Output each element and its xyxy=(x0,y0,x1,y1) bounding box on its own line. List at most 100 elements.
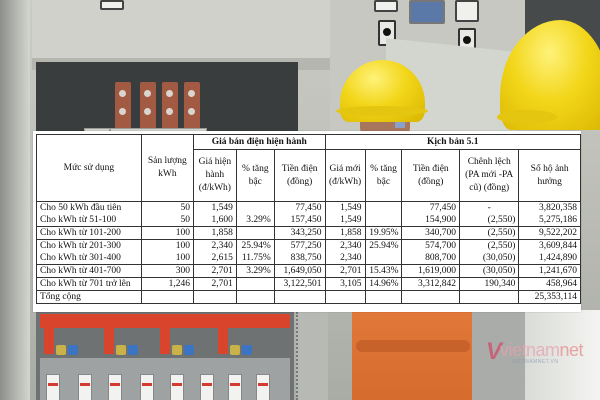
connector-icon xyxy=(116,345,126,355)
cell-output-kwh: 100 xyxy=(140,226,194,240)
header-row-columns: Giá hiện hành (đ/kWh) % tăng bậc Tiền đi… xyxy=(37,149,581,202)
cell-households-affected: 458,964 xyxy=(518,277,581,291)
cell-total-label: Tổng cộng xyxy=(36,290,142,304)
table-row: Cho kWh từ 51-100 50 1,600 3.29% 157,450… xyxy=(36,214,581,227)
cell-current-pct-step xyxy=(235,277,275,291)
cell-empty xyxy=(401,290,461,304)
tariff-table: Mức sử dụng Sản lượng kWh Giá bán điện h… xyxy=(36,134,582,304)
cell-current-price: 1,549 xyxy=(192,201,237,214)
cell-current-price: 2,701 xyxy=(192,264,237,278)
cell-empty xyxy=(459,290,520,304)
connector-icon xyxy=(242,345,252,355)
cell-new-price: 1,549 xyxy=(324,214,366,227)
cell-usage-level: Cho kWh từ 401-700 xyxy=(36,264,142,278)
red-busbar xyxy=(40,314,290,328)
col-difference: Chênh lệch (PA mới -PA cũ) (đồng) xyxy=(459,149,520,202)
cell-empty xyxy=(235,290,275,304)
cell-usage-level: Cho kWh từ 201-300 xyxy=(36,239,142,252)
hard-hat-brim xyxy=(497,110,557,124)
grey-panel xyxy=(470,310,530,400)
cell-current-price: 2,701 xyxy=(192,277,237,291)
cell-difference: (30,050) xyxy=(459,252,520,265)
cell-current-bill: 157,450 xyxy=(273,214,326,227)
cell-new-price: 1,858 xyxy=(324,226,366,240)
meter-icon xyxy=(100,0,124,10)
cell-current-bill: 1,649,050 xyxy=(273,264,326,278)
cell-new-pct-step: 15.43% xyxy=(364,264,403,278)
cell-empty xyxy=(273,290,326,304)
col-current-bill: Tiền điện (đồng) xyxy=(273,149,326,202)
cell-households-affected: 3,609,844 xyxy=(518,239,581,252)
bright-background xyxy=(525,310,600,400)
cell-usage-level: Cho kWh từ 51-100 xyxy=(36,214,142,227)
connector-icon xyxy=(56,345,66,355)
red-busbar-drop xyxy=(160,328,170,354)
cell-new-pct-step: 14.96% xyxy=(364,277,403,291)
circuit-breaker-icon xyxy=(170,374,184,400)
col-current-price: Giá hiện hành (đ/kWh) xyxy=(192,149,237,202)
cell-usage-level: Cho kWh từ 101-200 xyxy=(36,226,142,240)
cell-difference: - xyxy=(459,201,520,214)
cell-output-kwh: 300 xyxy=(140,264,194,278)
cell-difference: 190,340 xyxy=(459,277,520,291)
cell-new-pct-step xyxy=(364,214,403,227)
cell-current-pct-step xyxy=(235,226,275,240)
cell-new-pct-step xyxy=(364,252,403,265)
cell-households-affected: 9,522,202 xyxy=(518,226,581,240)
cell-current-price: 1,600 xyxy=(192,214,237,227)
cell-output-kwh: 50 xyxy=(140,201,194,214)
cell-new-bill: 3,312,842 xyxy=(401,277,461,291)
cell-new-price: 3,105 xyxy=(324,277,366,291)
busbar-icon xyxy=(140,82,156,130)
connector-icon xyxy=(184,345,194,355)
connector-icon xyxy=(230,345,240,355)
cell-difference: (30,050) xyxy=(459,264,520,278)
cell-households-affected: 3,820,358 xyxy=(518,201,581,214)
cell-current-price: 2,340 xyxy=(192,239,237,252)
tariff-table-card: Mức sử dụng Sản lượng kWh Giá bán điện h… xyxy=(33,131,582,312)
col-current-pct-step: % tăng bậc xyxy=(235,149,275,202)
cell-current-pct-step: 11.75% xyxy=(235,252,275,265)
circuit-breaker-icon xyxy=(140,374,154,400)
connector-icon xyxy=(172,345,182,355)
col-new-price: Giá mới (đ/kWh) xyxy=(324,149,366,202)
table-row: Cho kWh từ 301-400 100 2,615 11.75% 838,… xyxy=(36,252,581,265)
busbar-icon xyxy=(184,82,200,130)
cell-current-price: 2,615 xyxy=(192,252,237,265)
cell-households-affected: 1,424,890 xyxy=(518,252,581,265)
cell-empty xyxy=(364,290,403,304)
din-rail xyxy=(296,312,328,400)
busbar-icon xyxy=(115,82,131,130)
table-row: Cho kWh từ 701 trở lên 1,246 2,701 3,122… xyxy=(36,277,581,291)
cell-new-price: 2,340 xyxy=(324,239,366,252)
table-row: Cho 50 kWh đầu tiên 50 1,549 77,450 1,54… xyxy=(36,201,581,214)
uniform-fold xyxy=(356,340,470,352)
group-scenario-5-1: Kịch bản 5.1 xyxy=(324,134,582,150)
circuit-breaker-icon xyxy=(78,374,92,400)
table-row: Cho kWh từ 201-300 100 2,340 25.94% 577,… xyxy=(36,239,581,252)
header-row-groups: Mức sử dụng Sản lượng kWh Giá bán điện h… xyxy=(36,134,582,202)
cell-new-price: 2,701 xyxy=(324,264,366,278)
col-new-pct-step: % tăng bậc xyxy=(364,149,403,202)
table-row: Cho kWh từ 401-700 300 2,701 3.29% 1,649… xyxy=(36,264,581,278)
cell-empty xyxy=(324,290,366,304)
cell-current-bill: 77,450 xyxy=(273,201,326,214)
cell-output-kwh: 1,246 xyxy=(140,277,194,291)
cell-output-kwh: 100 xyxy=(140,239,194,252)
cell-current-pct-step: 3.29% xyxy=(235,264,275,278)
circuit-breaker-icon xyxy=(108,374,122,400)
cell-new-price: 2,340 xyxy=(324,252,366,265)
cell-current-bill: 3,122,501 xyxy=(273,277,326,291)
hard-hat-brim xyxy=(336,106,428,116)
circuit-breaker-icon xyxy=(228,374,242,400)
cell-current-price: 1,858 xyxy=(192,226,237,240)
cell-difference: (2,550) xyxy=(459,226,520,240)
col-output-kwh: Sản lượng kWh xyxy=(140,134,194,202)
meter-icon xyxy=(455,0,479,22)
cell-new-bill: 1,619,000 xyxy=(401,264,461,278)
connector-icon xyxy=(128,345,138,355)
cell-current-bill: 838,750 xyxy=(273,252,326,265)
table-row-total: Tổng cộng 25,353,114 xyxy=(36,290,581,304)
red-busbar-drop xyxy=(218,328,228,354)
cell-new-bill: 154,900 xyxy=(401,214,461,227)
